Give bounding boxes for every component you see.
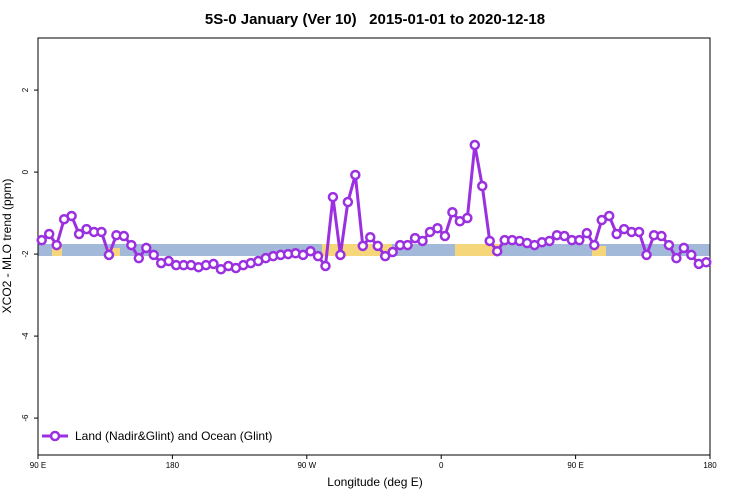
point bbox=[402, 239, 413, 251]
point bbox=[66, 210, 77, 222]
point bbox=[671, 252, 682, 264]
y-axis-label: XCO2 - MLO trend (ppm) bbox=[0, 179, 14, 314]
point bbox=[596, 214, 607, 226]
x-axis-label: Longitude (deg E) bbox=[327, 475, 422, 489]
point bbox=[611, 228, 622, 240]
legend-label: Land (Nadir&Glint) and Ocean (Glint) bbox=[75, 429, 272, 443]
legend-marker bbox=[49, 430, 61, 442]
y-tick-label: 2 bbox=[21, 87, 30, 92]
x-tick-label: 90 W bbox=[297, 461, 316, 470]
point bbox=[656, 230, 667, 242]
x-tick-label: 0 bbox=[439, 461, 444, 470]
point bbox=[357, 240, 369, 252]
point bbox=[678, 242, 690, 254]
point bbox=[559, 230, 570, 242]
point bbox=[141, 242, 152, 254]
point bbox=[320, 260, 331, 272]
point bbox=[379, 250, 391, 262]
point bbox=[365, 232, 376, 243]
point bbox=[544, 235, 555, 247]
point bbox=[469, 139, 481, 151]
point bbox=[96, 226, 107, 238]
point bbox=[387, 246, 398, 258]
point bbox=[447, 207, 458, 218]
land-band bbox=[455, 244, 500, 256]
point bbox=[43, 228, 55, 240]
point bbox=[350, 169, 361, 181]
point bbox=[641, 249, 652, 261]
land-band bbox=[592, 246, 606, 256]
point bbox=[126, 239, 137, 251]
point bbox=[491, 245, 503, 257]
plot-frame bbox=[37, 37, 711, 456]
point bbox=[118, 230, 130, 242]
point bbox=[589, 239, 600, 251]
y-tick-label: -6 bbox=[21, 414, 30, 422]
point bbox=[133, 252, 145, 264]
point bbox=[312, 250, 324, 262]
x-tick-label: 90 E bbox=[567, 461, 583, 470]
point bbox=[342, 196, 354, 208]
point bbox=[439, 230, 451, 242]
point bbox=[163, 255, 174, 267]
point bbox=[701, 257, 712, 268]
point bbox=[603, 210, 615, 222]
x-tick-label: 90 E bbox=[30, 461, 46, 470]
chart-title: 5S-0 January (Ver 10) 2015-01-01 to 2020… bbox=[205, 11, 545, 28]
point bbox=[305, 245, 316, 257]
point bbox=[335, 249, 346, 261]
point bbox=[462, 212, 473, 224]
legend: Land (Nadir&Glint) and Ocean (Glint) bbox=[42, 429, 272, 443]
point bbox=[73, 228, 85, 240]
point bbox=[208, 258, 219, 270]
y-tick-label: -2 bbox=[21, 250, 30, 258]
point bbox=[477, 180, 488, 192]
point bbox=[686, 249, 697, 261]
point bbox=[633, 226, 645, 238]
point bbox=[36, 234, 47, 246]
point bbox=[484, 235, 495, 247]
x-tick-label: 180 bbox=[166, 461, 180, 470]
point bbox=[432, 223, 443, 234]
point bbox=[574, 234, 585, 246]
point bbox=[372, 240, 383, 252]
point bbox=[581, 227, 593, 239]
land-band bbox=[108, 248, 120, 256]
point bbox=[148, 249, 159, 261]
y-tick-label: -4 bbox=[21, 332, 30, 340]
point bbox=[103, 249, 115, 261]
point bbox=[663, 239, 675, 251]
x-tick-label: 180 bbox=[703, 461, 717, 470]
point bbox=[51, 239, 62, 251]
point bbox=[327, 191, 339, 203]
point bbox=[417, 235, 428, 247]
y-tick-label: 0 bbox=[21, 169, 30, 174]
